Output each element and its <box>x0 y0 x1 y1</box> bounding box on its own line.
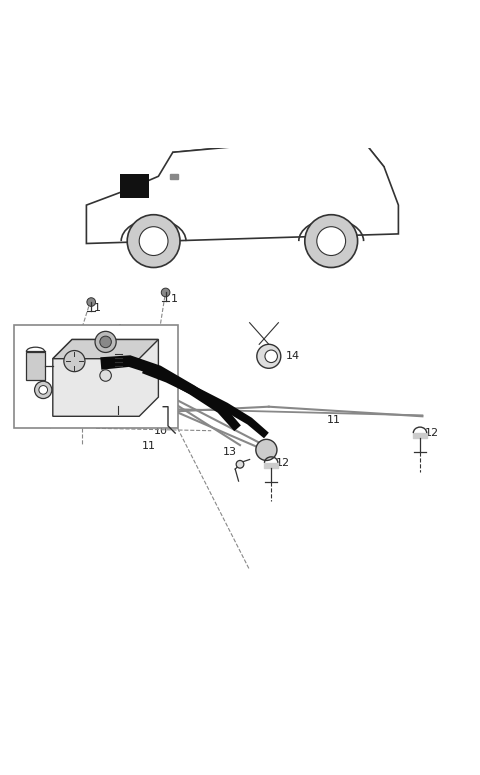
Bar <box>120 174 149 198</box>
Circle shape <box>95 332 116 353</box>
Text: 13: 13 <box>223 447 237 457</box>
Circle shape <box>35 381 52 398</box>
Text: 5: 5 <box>34 399 41 409</box>
Text: 2: 2 <box>65 335 72 345</box>
Circle shape <box>305 215 358 267</box>
Text: 11: 11 <box>326 415 340 425</box>
Text: 12: 12 <box>276 458 290 468</box>
Polygon shape <box>170 174 178 179</box>
Circle shape <box>265 350 277 363</box>
Circle shape <box>256 439 277 460</box>
Text: 4: 4 <box>163 388 170 398</box>
Circle shape <box>100 336 111 348</box>
PathPatch shape <box>86 143 398 243</box>
Circle shape <box>87 298 96 306</box>
Circle shape <box>257 344 281 368</box>
Text: 11: 11 <box>142 441 156 451</box>
Text: 1: 1 <box>94 303 101 313</box>
Text: 1: 1 <box>170 294 178 304</box>
Bar <box>14 325 178 429</box>
Text: 8: 8 <box>115 375 122 385</box>
Text: 9: 9 <box>120 339 127 350</box>
Circle shape <box>139 227 168 256</box>
Text: 3: 3 <box>115 398 122 408</box>
FancyBboxPatch shape <box>93 345 102 356</box>
Text: 7: 7 <box>29 335 36 345</box>
Circle shape <box>161 288 170 297</box>
FancyBboxPatch shape <box>71 343 102 359</box>
Circle shape <box>39 386 48 394</box>
Polygon shape <box>142 363 269 439</box>
Text: 6: 6 <box>53 351 60 361</box>
Bar <box>26 352 45 381</box>
PathPatch shape <box>53 339 158 359</box>
Circle shape <box>236 460 244 468</box>
Text: 12: 12 <box>425 428 439 438</box>
Circle shape <box>64 350 85 372</box>
Circle shape <box>317 227 346 256</box>
Text: 14: 14 <box>286 351 300 361</box>
Polygon shape <box>100 355 241 431</box>
Circle shape <box>100 370 111 381</box>
PathPatch shape <box>53 339 158 416</box>
Text: 10: 10 <box>154 425 168 436</box>
Circle shape <box>127 215 180 267</box>
